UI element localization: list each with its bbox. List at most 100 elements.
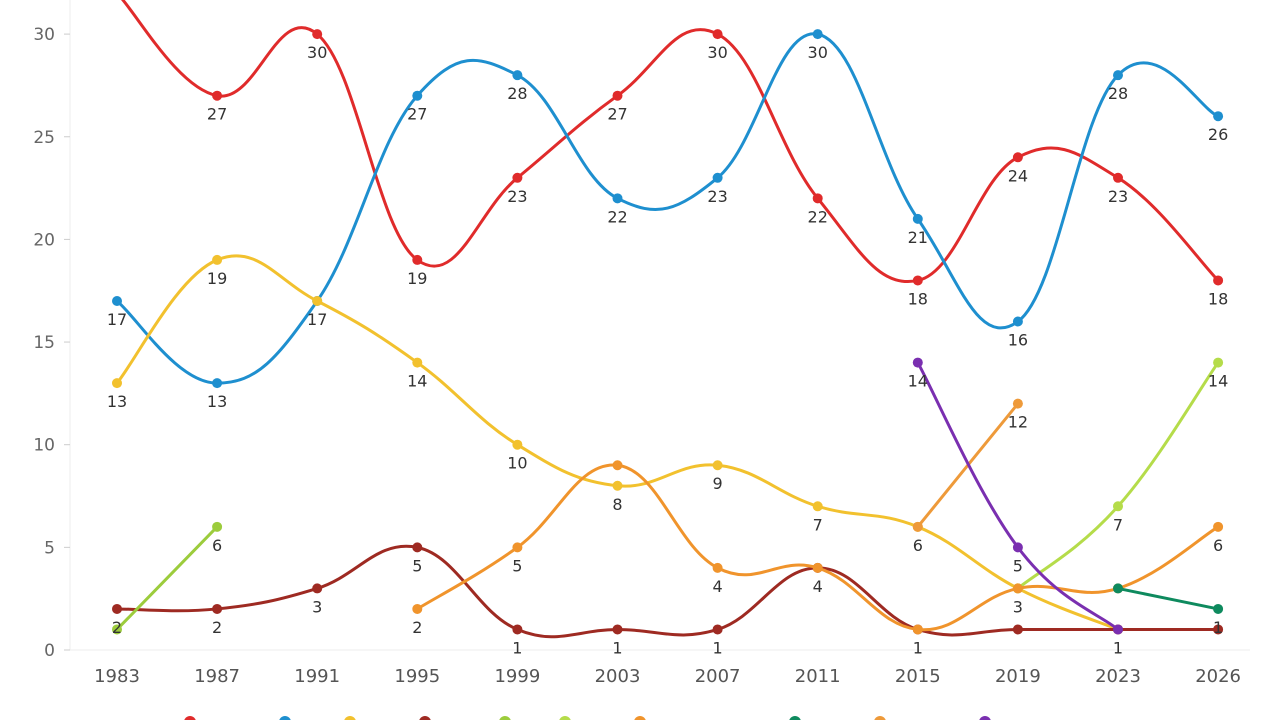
data-label: 23 bbox=[507, 187, 527, 206]
data-point bbox=[912, 213, 923, 224]
series-line-1 bbox=[115, 32, 1220, 385]
x-tick-label: 2015 bbox=[895, 666, 941, 687]
data-point bbox=[612, 460, 623, 471]
data-label: 9 bbox=[713, 474, 723, 493]
data-point bbox=[412, 542, 423, 553]
data-point bbox=[1012, 316, 1023, 327]
data-label: 14 bbox=[1208, 372, 1228, 391]
data-label: 10 bbox=[507, 454, 527, 473]
data-label: 5 bbox=[1013, 556, 1023, 575]
legend-marker[interactable] bbox=[979, 716, 991, 724]
legend-marker[interactable] bbox=[499, 716, 511, 724]
data-label: 23 bbox=[707, 187, 727, 206]
data-point bbox=[1012, 398, 1023, 409]
data-point bbox=[1012, 542, 1023, 553]
data-point bbox=[912, 624, 923, 635]
data-point bbox=[1012, 583, 1023, 594]
data-point bbox=[712, 172, 723, 183]
data-label: 17 bbox=[107, 310, 127, 329]
data-point bbox=[1113, 172, 1123, 183]
data-point bbox=[1113, 70, 1123, 81]
data-label: 26 bbox=[1208, 125, 1228, 144]
data-point bbox=[712, 562, 723, 573]
data-point bbox=[312, 583, 323, 594]
data-label: 23 bbox=[1108, 187, 1128, 206]
data-label: 12 bbox=[1008, 413, 1028, 432]
series-line-9 bbox=[916, 361, 1120, 631]
legend-marker[interactable] bbox=[634, 716, 646, 724]
data-label: 5 bbox=[412, 556, 422, 575]
data-label: 14 bbox=[908, 372, 928, 391]
y-tick-label: 25 bbox=[33, 128, 55, 148]
data-label: 7 bbox=[1113, 515, 1123, 534]
data-point bbox=[212, 603, 223, 614]
data-point bbox=[412, 254, 423, 265]
data-label: 7 bbox=[813, 515, 823, 534]
legend-marker[interactable] bbox=[874, 716, 886, 724]
series-line-4 bbox=[115, 525, 219, 631]
legend-marker[interactable] bbox=[789, 716, 801, 724]
series-line-7 bbox=[1116, 586, 1220, 611]
series-line-5 bbox=[1016, 361, 1220, 590]
data-point bbox=[912, 357, 923, 368]
y-tick-label: 15 bbox=[33, 333, 55, 353]
data-point bbox=[112, 378, 122, 389]
series-line-3 bbox=[115, 544, 1220, 639]
data-label: 2 bbox=[112, 618, 122, 637]
data-label: 1 bbox=[1213, 618, 1223, 637]
data-point bbox=[912, 275, 923, 286]
data-point bbox=[1113, 501, 1123, 512]
data-point bbox=[112, 295, 122, 306]
x-tick-label: 2011 bbox=[795, 666, 841, 687]
data-label: 16 bbox=[1008, 331, 1028, 350]
data-point bbox=[812, 501, 823, 512]
data-point bbox=[612, 624, 623, 635]
x-tick-label: 2007 bbox=[695, 666, 741, 687]
data-point bbox=[112, 603, 122, 614]
data-point bbox=[1113, 624, 1123, 635]
data-point bbox=[412, 357, 423, 368]
data-point bbox=[512, 624, 523, 635]
data-point bbox=[312, 295, 323, 306]
data-label: 4 bbox=[813, 577, 823, 596]
data-label: 30 bbox=[707, 43, 727, 62]
data-label: 19 bbox=[407, 269, 427, 288]
legend-marker[interactable] bbox=[559, 716, 571, 724]
x-tick-label: 2026 bbox=[1195, 666, 1241, 687]
data-label: 28 bbox=[1108, 84, 1128, 103]
legend-marker[interactable] bbox=[184, 716, 196, 724]
data-point bbox=[612, 193, 623, 204]
data-label: 18 bbox=[908, 289, 928, 308]
series-line-6 bbox=[415, 463, 1220, 632]
data-point bbox=[712, 624, 723, 635]
data-label: 3 bbox=[1013, 597, 1023, 616]
data-label: 2 bbox=[212, 618, 222, 637]
data-point bbox=[512, 439, 523, 450]
data-label: 3 bbox=[312, 597, 322, 616]
data-point bbox=[412, 90, 423, 101]
legend[interactable] bbox=[184, 716, 991, 724]
data-point bbox=[512, 172, 523, 183]
data-label: 6 bbox=[1213, 536, 1223, 555]
data-labels: 2730192327302218242318171317272822233021… bbox=[107, 43, 1228, 657]
data-point bbox=[212, 90, 223, 101]
legend-marker[interactable] bbox=[419, 716, 431, 724]
data-label: 27 bbox=[407, 105, 427, 124]
data-point bbox=[512, 70, 523, 81]
legend-marker[interactable] bbox=[279, 716, 291, 724]
data-label: 6 bbox=[212, 536, 222, 555]
legend-marker[interactable] bbox=[344, 716, 356, 724]
data-point bbox=[1113, 583, 1123, 594]
data-point bbox=[1213, 275, 1224, 286]
data-label: 30 bbox=[808, 43, 828, 62]
x-tick-label: 1995 bbox=[394, 666, 440, 687]
x-tick-label: 2019 bbox=[995, 666, 1041, 687]
data-point bbox=[912, 521, 923, 532]
data-label: 13 bbox=[207, 392, 227, 411]
data-point bbox=[712, 460, 723, 471]
data-point bbox=[1213, 603, 1224, 614]
data-label: 30 bbox=[307, 43, 327, 62]
data-point bbox=[112, 624, 122, 635]
